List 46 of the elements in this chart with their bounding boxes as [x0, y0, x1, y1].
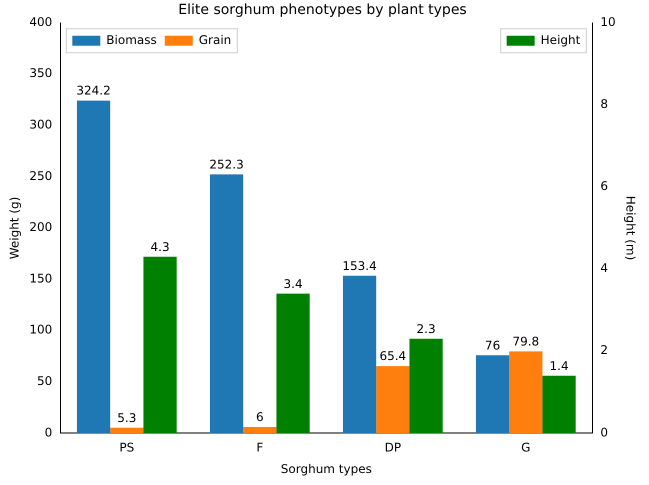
y2-tick-label: 8 [600, 97, 608, 112]
y-tick-label: 100 [29, 322, 52, 337]
data-label: 2.3 [416, 322, 436, 336]
data-label: 3.4 [284, 276, 303, 291]
x-tick-label: G [521, 440, 530, 455]
y-tick-label: 400 [29, 14, 52, 29]
x-axis-title: Sorghum types [280, 462, 372, 476]
y-tick-label: 200 [29, 220, 52, 234]
y-tick-label: 350 [29, 66, 52, 80]
bar [143, 256, 177, 434]
y-tick-label: 150 [29, 271, 52, 286]
y2-tick-label: 0 [600, 425, 608, 440]
chart-title: Elite sorghum phenotypes by plant types [178, 2, 467, 18]
x-tick-label: F [256, 440, 264, 455]
bar [342, 276, 376, 434]
legend-label: Height [540, 32, 581, 47]
x-tick-label: DP [384, 440, 402, 455]
data-label: 153.4 [342, 258, 377, 273]
y2-tick-label: 10 [600, 14, 616, 29]
y-tick-label: 300 [29, 118, 52, 132]
y-tick-label: 250 [29, 168, 52, 183]
data-label: 65.4 [379, 349, 406, 364]
bar [210, 174, 244, 434]
bar [243, 427, 276, 434]
bar [276, 294, 310, 434]
y2-tick-label: 4 [600, 261, 608, 276]
y-tick-label: 0 [44, 425, 52, 440]
y-axis-title: Weight (g) [7, 196, 22, 260]
y-tick-label: 50 [37, 374, 52, 388]
legend-label: Grain [198, 32, 232, 47]
y2-axis-title: Height (m) [624, 196, 638, 260]
bar [110, 428, 144, 434]
data-label: 79.8 [512, 334, 540, 348]
data-label: 1.4 [550, 358, 569, 373]
data-label: 5.3 [117, 410, 136, 425]
y2-tick-label: 6 [600, 179, 608, 194]
data-label: 324.2 [76, 84, 111, 98]
data-label: 252.3 [209, 157, 244, 172]
y2-tick-label: 2 [600, 343, 608, 358]
data-label: 76 [484, 338, 500, 352]
data-label: 4.3 [150, 240, 170, 254]
x-tick-label: PS [119, 440, 134, 455]
data-label: 6 [256, 410, 264, 424]
legend-label: Biomass [106, 32, 157, 47]
bar [476, 355, 510, 434]
bar [76, 100, 110, 434]
